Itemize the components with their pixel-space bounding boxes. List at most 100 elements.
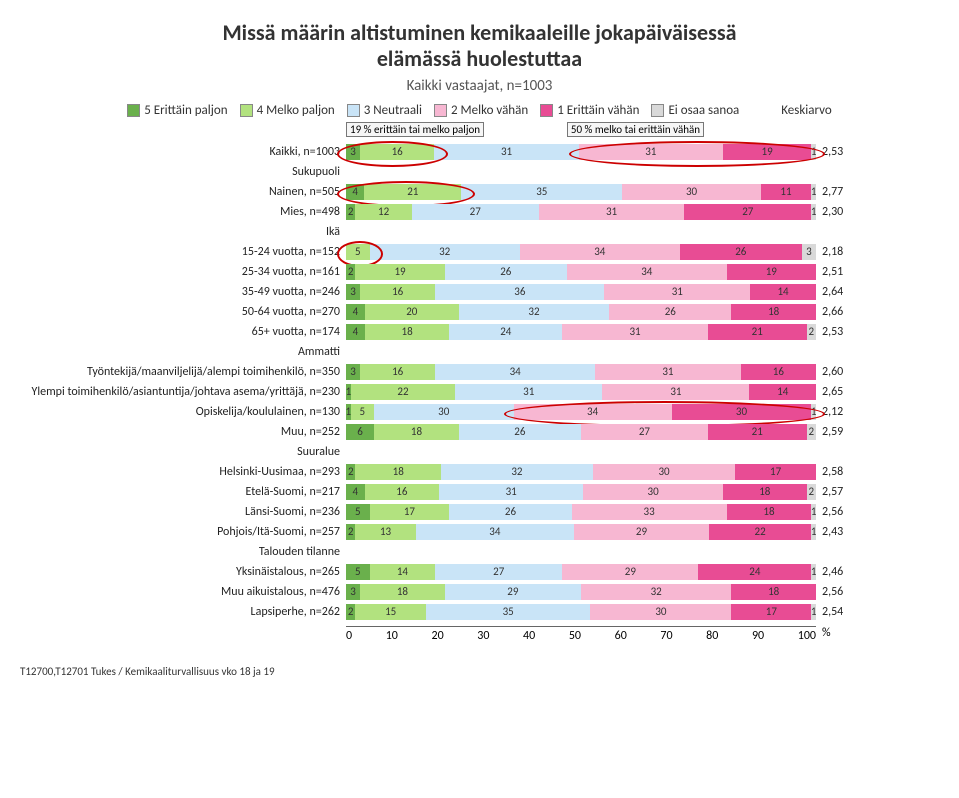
legend-item: 3 Neutraali bbox=[347, 103, 422, 118]
keskiarvo-value: 2,30 bbox=[816, 205, 862, 219]
data-row: Mies, n=49821227312712,30 bbox=[20, 202, 939, 222]
bar-segment: 22 bbox=[351, 384, 455, 400]
header-row: 19 % erittäin tai melko paljon 50 % melk… bbox=[20, 124, 939, 140]
bar-segment: 2 bbox=[346, 264, 355, 280]
legend-item: 5 Erittäin paljon bbox=[127, 103, 227, 118]
data-row: 25-34 vuotta, n=1612192634192,51 bbox=[20, 262, 939, 282]
row-label: Ammatti bbox=[20, 345, 346, 359]
bar-segment: 34 bbox=[435, 364, 595, 380]
bar-segment: 19 bbox=[355, 264, 444, 280]
bar-segment: 18 bbox=[355, 464, 440, 480]
bar-zone: 316363114 bbox=[346, 284, 816, 300]
bar-zone: 219263419 bbox=[346, 264, 816, 280]
bar-segment: 30 bbox=[672, 404, 812, 420]
bar-zone: 4163130182 bbox=[346, 484, 816, 500]
bar-segment: 31 bbox=[439, 484, 583, 500]
bar-segment: 14 bbox=[750, 284, 816, 300]
row-label: Mies, n=498 bbox=[20, 205, 346, 219]
row-label: 65+ vuotta, n=174 bbox=[20, 325, 346, 339]
keskiarvo-value: 2,59 bbox=[816, 425, 862, 439]
bar-segment: 27 bbox=[435, 564, 562, 580]
bar-zone: 4213530111 bbox=[346, 184, 816, 200]
legend-item: Ei osaa sanoa bbox=[651, 103, 739, 118]
bar-segment: 5 bbox=[346, 564, 370, 580]
bar-segment: 18 bbox=[727, 504, 812, 520]
row-label: Yksinäistalous, n=265 bbox=[20, 565, 346, 579]
data-row: Ikä bbox=[20, 222, 939, 242]
data-row: 35-49 vuotta, n=2463163631142,64 bbox=[20, 282, 939, 302]
bar-segment: 1 bbox=[811, 604, 816, 620]
data-row: 15-24 vuotta, n=152532342632,18 bbox=[20, 242, 939, 262]
chart-title: Missä määrin altistuminen kemikaaleille … bbox=[20, 20, 939, 73]
bar-segment: 4 bbox=[346, 184, 364, 200]
bar-segment: 35 bbox=[426, 604, 591, 620]
bar-segment: 30 bbox=[590, 604, 731, 620]
bar-zone: 218323017 bbox=[346, 464, 816, 480]
bar-zone: 6182627212 bbox=[346, 424, 816, 440]
axis-tick: 0 bbox=[346, 629, 352, 643]
bar-zone: 122313114 bbox=[346, 384, 816, 400]
row-label: Muu aikuistalous, n=476 bbox=[20, 585, 346, 599]
bar-segment: 1 bbox=[811, 504, 816, 520]
keskiarvo-value: 2,54 bbox=[816, 605, 862, 619]
data-row: Opiskelija/koululainen, n=1301530343012,… bbox=[20, 402, 939, 422]
bar-segment: 30 bbox=[374, 404, 514, 420]
axis-tick: 50 bbox=[569, 629, 581, 643]
bar-segment: 26 bbox=[459, 424, 581, 440]
bar-segment: 34 bbox=[416, 524, 574, 540]
bar-segment: 19 bbox=[727, 264, 816, 280]
bar-segment: 3 bbox=[346, 364, 360, 380]
data-row: Muu, n=25261826272122,59 bbox=[20, 422, 939, 442]
bar-zone: 316343116 bbox=[346, 364, 816, 380]
bar-segment: 4 bbox=[346, 484, 365, 500]
bar-segment: 4 bbox=[346, 324, 365, 340]
bar-segment: 16 bbox=[360, 144, 434, 160]
legend: 5 Erittäin paljon4 Melko paljon3 Neutraa… bbox=[20, 103, 939, 118]
bar-segment: 21 bbox=[364, 184, 461, 200]
bar-segment: 6 bbox=[346, 424, 374, 440]
keskiarvo-value: 2,56 bbox=[816, 505, 862, 519]
keskiarvo-value: 2,53 bbox=[816, 325, 862, 339]
bar-segment: 3 bbox=[802, 244, 816, 260]
axis-tick: 40 bbox=[523, 629, 535, 643]
bar-segment: 14 bbox=[749, 384, 815, 400]
bar-segment: 26 bbox=[445, 264, 567, 280]
keskiarvo-value: 2,56 bbox=[816, 585, 862, 599]
bar-segment: 29 bbox=[445, 584, 581, 600]
data-row: Lapsiperhe, n=26221535301712,54 bbox=[20, 602, 939, 622]
row-label: 25-34 vuotta, n=161 bbox=[20, 265, 346, 279]
bar-zone: 318293218 bbox=[346, 584, 816, 600]
bar-segment: 32 bbox=[441, 464, 593, 480]
keskiarvo-value: 2,53 bbox=[816, 145, 862, 159]
bar-segment: 18 bbox=[365, 324, 450, 340]
row-label: Helsinki-Uusimaa, n=293 bbox=[20, 465, 346, 479]
bar-segment: 36 bbox=[435, 284, 604, 300]
bar-zone: 2133429221 bbox=[346, 524, 816, 540]
data-row: Muu aikuistalous, n=4763182932182,56 bbox=[20, 582, 939, 602]
bar-zone bbox=[346, 544, 816, 560]
data-row: Ylempi toimihenkilö/asiantuntija/johtava… bbox=[20, 382, 939, 402]
row-label: Muu, n=252 bbox=[20, 425, 346, 439]
bar-zone: 53234263 bbox=[346, 244, 816, 260]
bar-segment: 31 bbox=[455, 384, 602, 400]
bar-segment: 29 bbox=[574, 524, 709, 540]
bar-segment: 21 bbox=[708, 424, 807, 440]
bar-segment: 32 bbox=[459, 304, 609, 320]
keskiarvo-label: Keskiarvo bbox=[781, 103, 831, 118]
bar-segment: 17 bbox=[735, 464, 816, 480]
bar-zone: 153034301 bbox=[346, 404, 816, 420]
header-left-box: 19 % erittäin tai melko paljon bbox=[346, 122, 484, 137]
bar-segment: 5 bbox=[346, 504, 370, 520]
bar-zone bbox=[346, 344, 816, 360]
header-right-box: 50 % melko tai erittäin vähän bbox=[567, 122, 704, 137]
bar-segment: 1 bbox=[811, 524, 816, 540]
bar-segment: 21 bbox=[708, 324, 807, 340]
bar-segment: 30 bbox=[593, 464, 735, 480]
legend-item: 1 Erittäin vähän bbox=[540, 103, 639, 118]
bar-segment: 17 bbox=[731, 604, 811, 620]
keskiarvo-value: 2,51 bbox=[816, 265, 862, 279]
bar-segment: 31 bbox=[604, 284, 750, 300]
row-label: 35-49 vuotta, n=246 bbox=[20, 285, 346, 299]
data-row: Sukupuoli bbox=[20, 162, 939, 182]
bar-segment: 18 bbox=[723, 484, 807, 500]
